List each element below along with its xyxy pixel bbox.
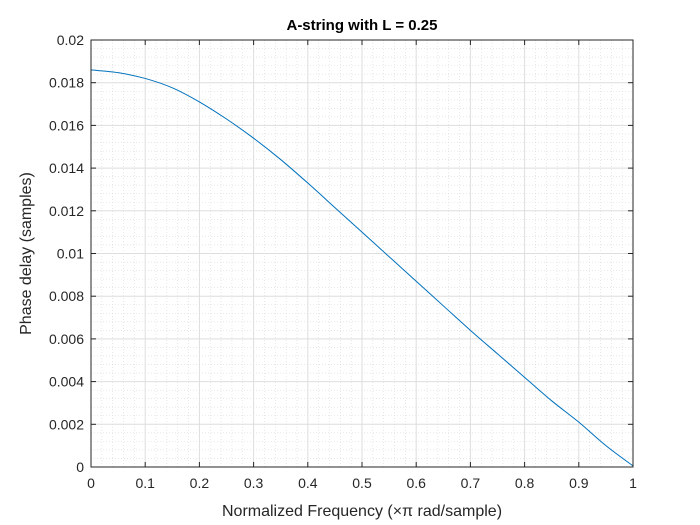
y-tick-label: 0.014 bbox=[49, 160, 84, 176]
x-tick-label: 0 bbox=[87, 475, 95, 491]
x-tick-label: 1 bbox=[629, 475, 637, 491]
y-tick-label: 0.018 bbox=[49, 75, 84, 91]
ticks bbox=[90, 39, 634, 468]
phase-delay-series-line bbox=[90, 69, 634, 467]
x-tick-label: 0.7 bbox=[461, 475, 481, 491]
y-tick-label: 0 bbox=[76, 459, 84, 475]
y-tick-label: 0.006 bbox=[49, 331, 84, 347]
y-axis-title: Phase delay (samples) bbox=[18, 172, 35, 335]
y-tick-label: 0.016 bbox=[49, 117, 84, 133]
y-tick-label: 0.02 bbox=[57, 32, 84, 48]
y-tick-label: 0.008 bbox=[49, 288, 84, 304]
plot-lines bbox=[90, 69, 634, 467]
chart-title: A-string with L = 0.25 bbox=[286, 17, 437, 34]
x-tick-label: 0.8 bbox=[515, 475, 535, 491]
y-tick-label: 0.002 bbox=[49, 416, 84, 432]
x-tick-label: 0.5 bbox=[352, 475, 372, 491]
x-tick-label: 0.2 bbox=[190, 475, 210, 491]
y-tick-label: 0.004 bbox=[49, 374, 84, 390]
x-tick-label: 0.1 bbox=[135, 475, 155, 491]
y-tick-label: 0.012 bbox=[49, 203, 84, 219]
major-grid bbox=[90, 39, 634, 468]
y-tick-labels: 0 0.002 0.004 0.006 0.008 0.01 0.012 0.014 0.016… bbox=[49, 32, 84, 475]
x-tick-label: 0.6 bbox=[406, 475, 426, 491]
x-tick-label: 0.3 bbox=[244, 475, 264, 491]
x-tick-labels: 0 0.1 0.2 0.3 0.4 0.5 0.6 0.7 0.8 0.9 1 bbox=[87, 475, 637, 491]
x-axis-title: Normalized Frequency (×π rad/sample) bbox=[222, 503, 502, 520]
y-tick-label: 0.01 bbox=[57, 246, 84, 262]
x-tick-label: 0.4 bbox=[298, 475, 318, 491]
x-tick-label: 0.9 bbox=[569, 475, 589, 491]
